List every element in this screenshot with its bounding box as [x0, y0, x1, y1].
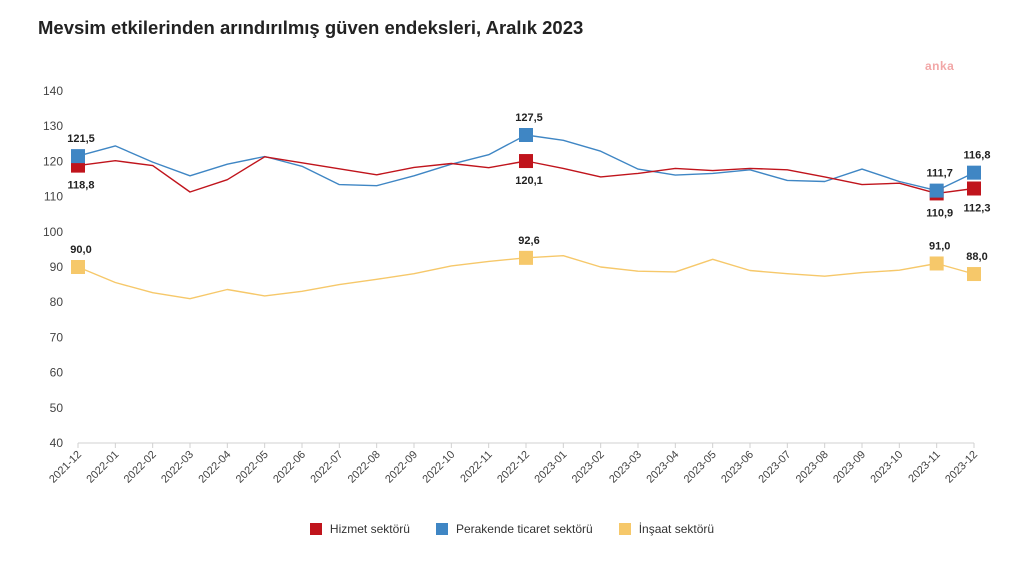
data-marker — [519, 128, 533, 142]
x-tick-label: 2023-04 — [644, 449, 681, 486]
y-tick-label: 60 — [50, 366, 64, 380]
data-label: 110,9 — [926, 207, 953, 219]
x-tick-label: 2023-07 — [756, 449, 793, 486]
data-label: 121,5 — [67, 133, 95, 145]
data-marker — [929, 183, 944, 198]
data-marker — [967, 267, 981, 282]
data-label: 88,0 — [966, 251, 987, 263]
legend-item: Hizmet sektörü — [309, 522, 410, 536]
x-tick-label: 2022-07 — [308, 449, 345, 486]
x-tick-label: 2022-03 — [159, 449, 196, 486]
watermark-logo: anka — [925, 59, 955, 73]
data-label: 92,6 — [518, 235, 539, 247]
x-tick-label: 2023-03 — [607, 449, 644, 486]
y-tick-label: 50 — [50, 401, 64, 415]
data-labels: 118,8 120,1 110,9 112,3 121,5 127,5 111,7 116,8… — [67, 112, 990, 263]
data-marker — [519, 250, 533, 265]
y-tick-label: 100 — [43, 225, 63, 239]
data-marker — [967, 165, 981, 180]
y-tick-label: 140 — [43, 84, 63, 98]
x-tick-label: 2023-10 — [868, 449, 905, 486]
x-tick-label: 2023-12 — [943, 449, 980, 486]
y-tick-label: 40 — [50, 436, 64, 450]
legend: Hizmet sektörü Perakende ticaret sektörü İ… — [0, 522, 1024, 536]
data-label: 91,0 — [929, 240, 950, 252]
data-marker — [71, 149, 85, 164]
legend-label: Hizmet sektörü — [329, 522, 410, 536]
chart-title: Mevsim etkilerinden arındırılmış güven e… — [38, 17, 584, 38]
data-marker — [929, 256, 944, 271]
x-tick-label: 2022-04 — [196, 449, 233, 486]
y-tick-label: 130 — [43, 119, 63, 133]
data-label: 120,1 — [515, 175, 543, 187]
x-tick-label: 2022-09 — [383, 449, 420, 486]
x-tick-label: 2023-05 — [682, 449, 719, 486]
y-tick-label: 70 — [50, 330, 64, 344]
y-tick-label: 110 — [44, 190, 63, 204]
x-tick-label: 2023-06 — [719, 449, 756, 486]
x-tick-label: 2022-10 — [420, 449, 457, 486]
data-label: 90,0 — [70, 244, 91, 256]
data-marker — [71, 260, 85, 274]
x-tick-label: 2023-09 — [831, 449, 868, 486]
legend-label: İnşaat sektörü — [638, 522, 715, 536]
data-marker — [967, 181, 981, 196]
data-label: 116,8 — [964, 150, 991, 162]
x-tick-label: 2023-01 — [532, 449, 569, 486]
data-marker — [519, 154, 533, 169]
legend-swatch — [435, 523, 448, 535]
y-tick-label: 80 — [50, 295, 64, 309]
y-tick-label: 90 — [50, 260, 64, 274]
x-tick-label: 2022-11 — [458, 449, 494, 485]
x-tick-label: 2021-12 — [47, 449, 84, 486]
x-tick-label: 2022-01 — [84, 449, 121, 486]
legend-swatch — [309, 523, 322, 535]
x-tick-label: 2022-12 — [495, 449, 532, 486]
x-tick-label: 2022-08 — [346, 449, 383, 486]
x-tick-label: 2022-02 — [122, 449, 159, 486]
x-tick-label: 2022-05 — [234, 449, 271, 486]
legend-item: İnşaat sektörü — [618, 522, 715, 536]
x-tick-label: 2023-02 — [570, 449, 607, 486]
data-label: 118,8 — [68, 180, 95, 192]
legend-label: Perakende ticaret sektörü — [455, 522, 593, 536]
legend-item: Perakende ticaret sektörü — [435, 522, 593, 536]
x-tick-label: 2023-11 — [906, 449, 942, 485]
series-markers — [71, 128, 981, 282]
x-tick-label: 2023-08 — [794, 449, 831, 486]
legend-swatch — [618, 523, 631, 535]
data-label: 111,7 — [927, 168, 953, 180]
data-label: 112,3 — [964, 203, 991, 215]
x-tick-label: 2022-06 — [271, 449, 308, 486]
data-label: 127,5 — [515, 112, 543, 124]
y-tick-label: 120 — [43, 154, 63, 168]
